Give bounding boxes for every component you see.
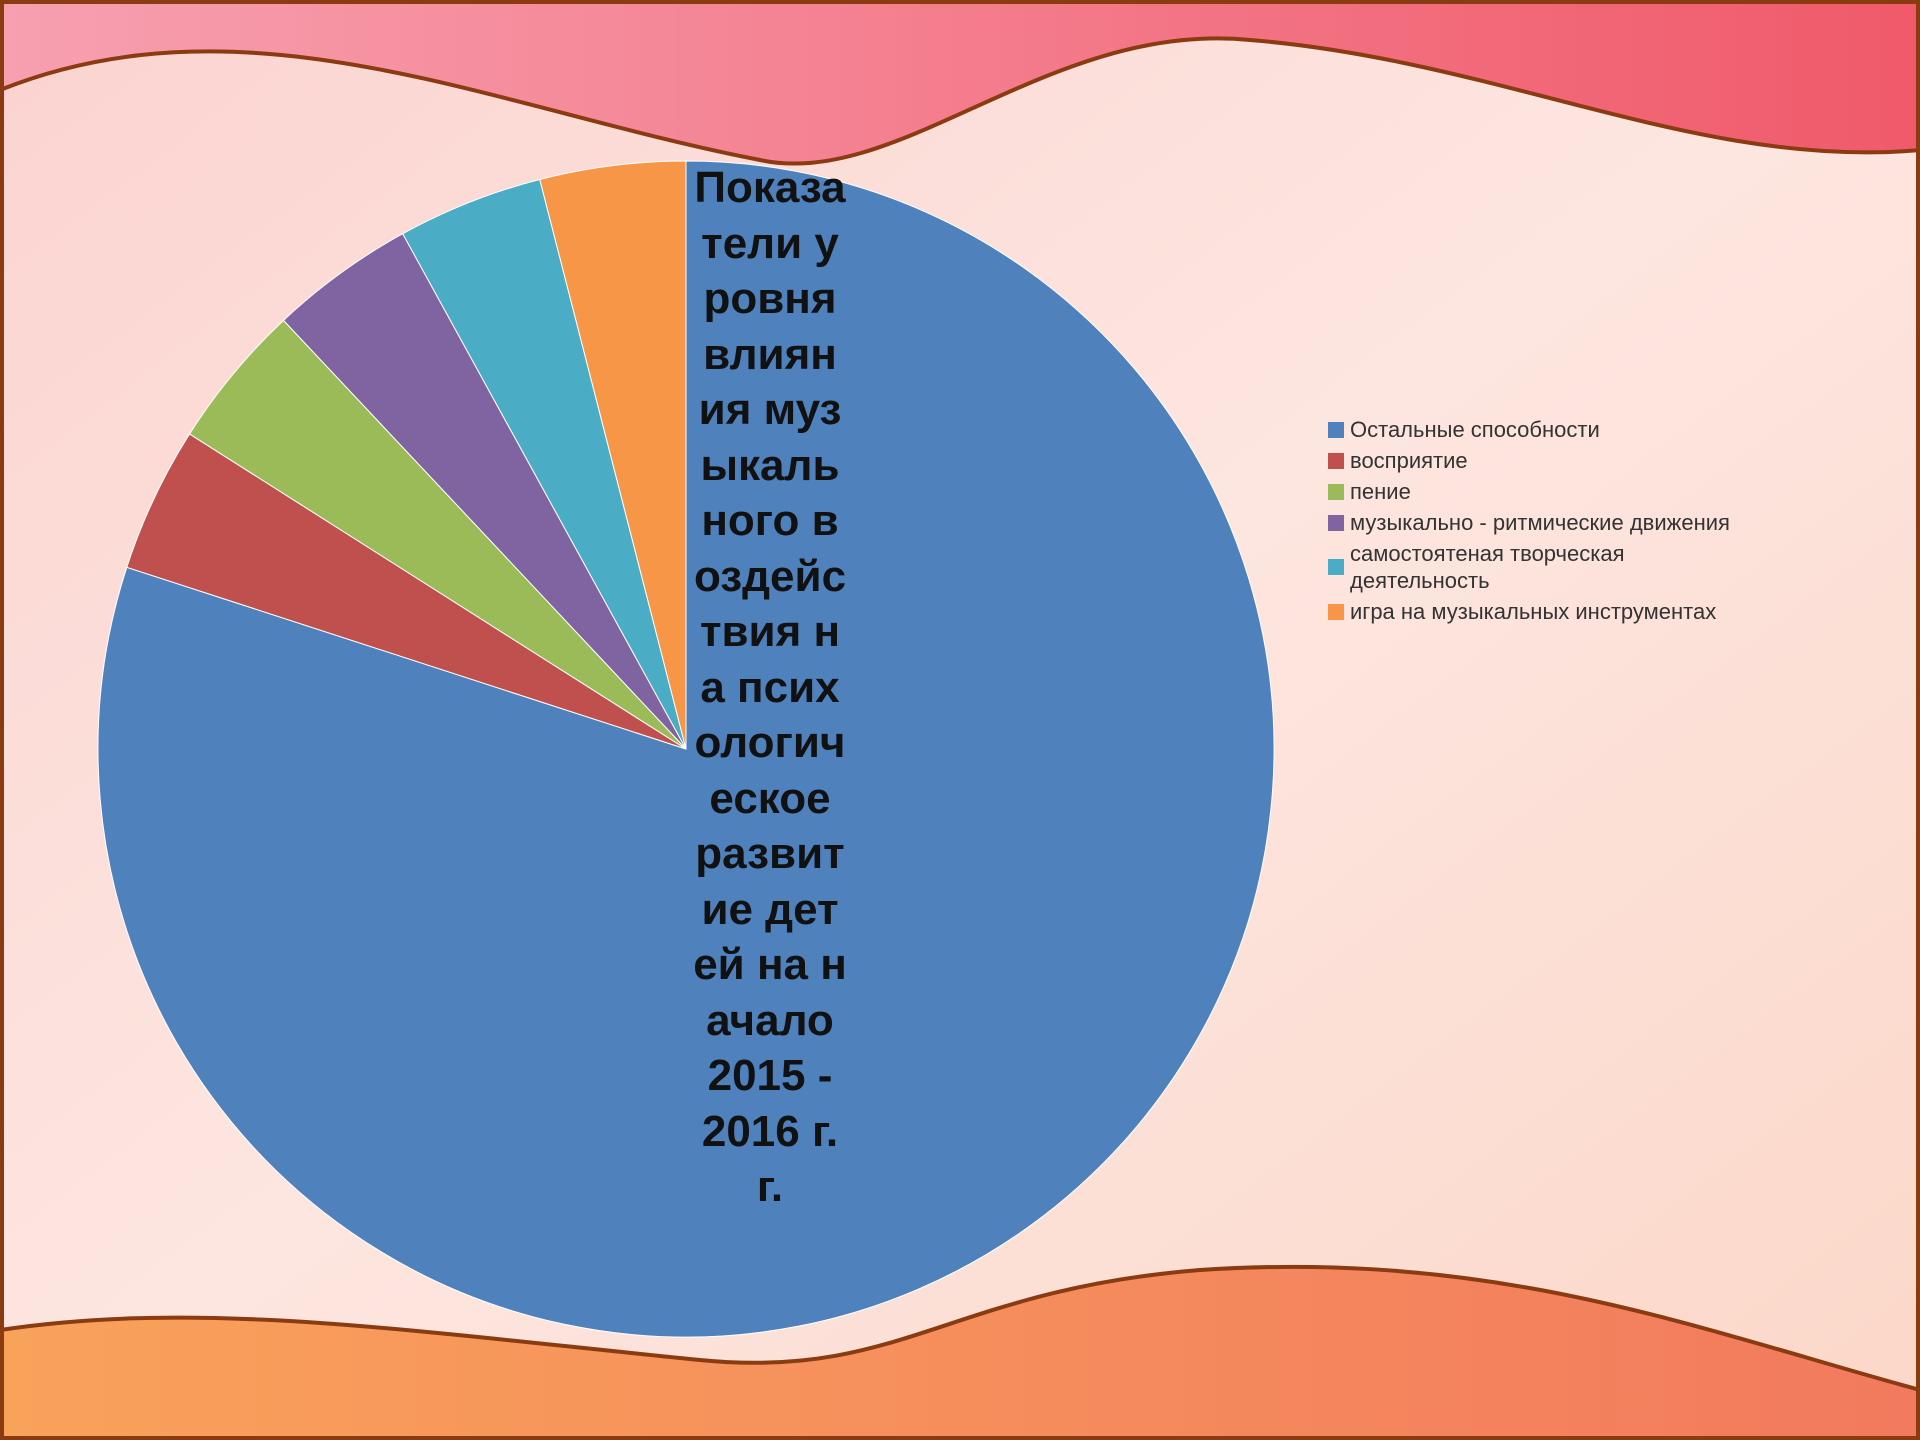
legend-label: восприятие: [1350, 447, 1468, 474]
legend: Остальные способности восприятие пение музы…: [1328, 416, 1768, 629]
chart: [0, 0, 1920, 1440]
legend-item: Остальные способности: [1328, 416, 1768, 443]
legend-label: музыкально - ритмические движения: [1350, 509, 1730, 536]
legend-label: пение: [1350, 478, 1411, 505]
legend-swatch: [1328, 484, 1344, 500]
legend-item: самостоятеная творческая деятельность: [1328, 540, 1768, 594]
legend-label: Остальные способности: [1350, 416, 1600, 443]
legend-item: пение: [1328, 478, 1768, 505]
legend-label: самостоятеная творческая деятельность: [1350, 540, 1768, 594]
legend-label: игра на музыкальных инструментах: [1350, 598, 1716, 625]
legend-item: восприятие: [1328, 447, 1768, 474]
legend-item: игра на музыкальных инструментах: [1328, 598, 1768, 625]
chart-title: Показатели уровня влияния музыкального в…: [690, 160, 850, 1215]
legend-item: музыкально - ритмические движения: [1328, 509, 1768, 536]
legend-swatch: [1328, 515, 1344, 531]
legend-swatch: [1328, 422, 1344, 438]
legend-swatch: [1328, 604, 1344, 620]
page: Показатели уровня влияния музыкального в…: [0, 0, 1920, 1440]
legend-swatch: [1328, 453, 1344, 469]
legend-swatch: [1328, 559, 1344, 575]
